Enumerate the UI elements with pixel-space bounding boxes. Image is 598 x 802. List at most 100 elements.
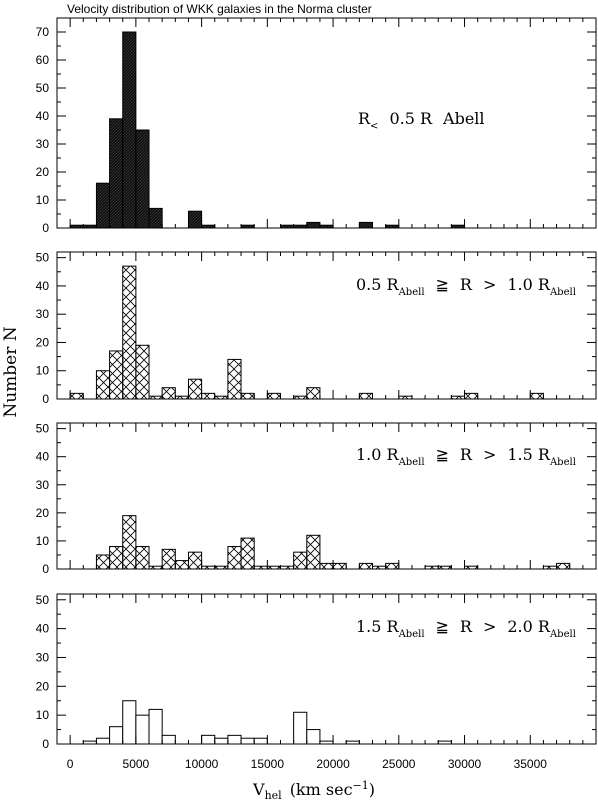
histogram-bar — [358, 562, 374, 569]
y-tick-label: 50 — [36, 593, 50, 607]
histogram-bar — [109, 350, 124, 399]
y-tick-label: 20 — [36, 506, 50, 520]
histogram-bar — [187, 210, 203, 228]
panel-4-label: 1.5 RAbell ≧ R >2.0 RAbell — [356, 617, 576, 640]
histogram-bar — [109, 546, 124, 569]
panel-label-part: Abell — [549, 629, 576, 640]
panel-label-part: > — [483, 275, 496, 294]
panel-label-part: 1.5 R — [507, 445, 551, 464]
x-tick-label: 0 — [67, 757, 74, 771]
histogram-bar — [306, 729, 321, 744]
histogram-bar — [227, 358, 242, 399]
panel-label-part: R — [358, 109, 371, 128]
histogram-bar — [464, 392, 479, 399]
panel-2-bars — [69, 265, 544, 399]
panel-label-part: 1.5 R — [356, 617, 400, 636]
panel-label-part: R — [460, 617, 473, 636]
panel-label-part: < — [370, 121, 378, 132]
panel-label-part: 1.0 R — [507, 275, 551, 294]
histogram-bar — [529, 392, 544, 399]
histogram-bar — [148, 207, 163, 228]
histogram-bar — [187, 378, 203, 399]
panel-4: 0 5000 10000 15000 20000 25000 30000 35000 0 10 20… — [36, 593, 597, 771]
histogram-bar — [135, 129, 150, 228]
panel-label-part: Abell — [549, 287, 576, 298]
panel-1-bars — [69, 31, 466, 228]
histogram-bar — [306, 534, 321, 569]
panel-label-part: ≧ — [436, 445, 449, 464]
x-tick-label: 10000 — [185, 757, 219, 771]
panel-1-label: R< 0.5 R Abell — [358, 109, 485, 132]
y-tick-label: 40 — [36, 279, 50, 293]
histogram-bar — [358, 392, 374, 399]
y-tick-label: 0 — [42, 221, 49, 235]
x-tick-label: 30000 — [448, 757, 482, 771]
figure-title: Velocity distribution of WKK galaxies in… — [67, 2, 372, 16]
histogram-bar — [201, 392, 216, 399]
histogram-bar — [135, 344, 150, 399]
x-axis-label-main: V — [252, 780, 265, 799]
panel-3-label: 1.0 RAbell ≧ R >1.5 RAbell — [356, 445, 576, 468]
panel-label-part: Abell — [398, 457, 425, 468]
y-tick-label: 50 — [36, 251, 50, 265]
panel-label-part: Abell — [442, 109, 485, 128]
y-tick-label: 30 — [36, 307, 50, 321]
y-axis-label: Number N — [1, 326, 21, 417]
histogram-bar — [69, 392, 84, 399]
y-tick-label: 10 — [36, 364, 50, 378]
panel-frame — [56, 17, 597, 229]
histogram-bar — [95, 182, 111, 228]
y-tick-label: 10 — [36, 534, 50, 548]
x-axis-label-units: (km sec — [290, 780, 353, 799]
histogram-bar — [135, 546, 150, 569]
histogram-bar — [187, 551, 203, 569]
y-tick-label: 70 — [36, 25, 50, 39]
y-tick-label: 20 — [36, 165, 50, 179]
panel-label-part: > — [483, 445, 496, 464]
histogram-bar — [122, 700, 137, 744]
histogram-bar — [174, 560, 189, 569]
histogram-bar — [227, 546, 242, 569]
y-tick-label: 50 — [36, 81, 50, 95]
y-tick-label: 20 — [36, 679, 50, 693]
histogram-bar — [95, 370, 111, 399]
panel-frame — [56, 251, 597, 400]
histogram-bar — [135, 714, 150, 744]
panel-label-part: ≧ — [436, 617, 449, 636]
histogram-bar — [122, 515, 137, 569]
x-axis-label-superscript: −1 — [353, 779, 369, 792]
histogram-bar — [148, 708, 163, 744]
histogram-bar — [109, 118, 124, 228]
y-tick-label: 10 — [36, 193, 50, 207]
histogram-bar — [240, 537, 255, 569]
histogram-bar — [95, 737, 111, 744]
x-tick-label: 35000 — [514, 757, 548, 771]
histogram-bar — [122, 265, 137, 399]
panel-label-part: Abell — [398, 629, 425, 640]
x-axis-label-subscript: hel — [265, 789, 283, 802]
y-tick-label: 0 — [42, 392, 49, 406]
panel-label-part: Abell — [549, 457, 576, 468]
histogram-bar — [201, 734, 216, 744]
histogram-bar — [95, 554, 111, 569]
y-tick-label: 0 — [42, 562, 49, 576]
histogram-bar — [306, 387, 321, 399]
x-axis-label: Vhel (km sec−1) — [252, 779, 375, 802]
y-tick-label: 60 — [36, 53, 50, 67]
histogram-bar — [293, 711, 308, 744]
panel-2-label: 0.5 RAbell ≧ R >1.0 RAbell — [356, 275, 576, 298]
y-tick-label: 50 — [36, 422, 50, 436]
histogram-bar — [266, 392, 281, 399]
panel-label-part: 1.0 R — [356, 445, 400, 464]
x-axis-label-close: ) — [369, 780, 375, 799]
panel-label-part: > — [483, 617, 496, 636]
panel-3-bars — [95, 515, 596, 569]
histogram-bar — [556, 562, 571, 569]
y-tick-label: 40 — [36, 450, 50, 464]
y-tick-label: 30 — [36, 478, 50, 492]
panel-4-bars — [82, 700, 452, 744]
y-tick-label: 40 — [36, 622, 50, 636]
